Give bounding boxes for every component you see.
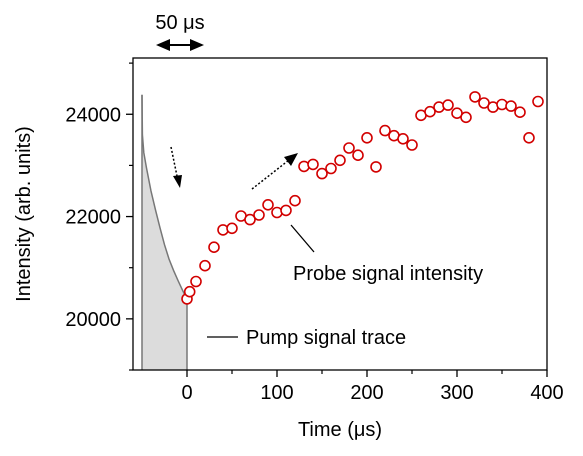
x-tick-label: 400: [530, 382, 563, 404]
pump-label: Pump signal trace: [246, 327, 406, 349]
probe-point: [379, 124, 391, 137]
growth-arrow-shaft: [251, 159, 290, 190]
probe-point: [352, 149, 364, 161]
decay-arrow-head: [173, 175, 182, 188]
x-tick-label: 0: [181, 382, 192, 404]
probe-point: [253, 209, 265, 221]
pump-trace-area: [142, 94, 187, 371]
probe-label: Probe signal intensity: [293, 263, 483, 285]
probe-point: [406, 139, 418, 151]
probe-point: [307, 158, 319, 171]
probe-point: [469, 91, 481, 103]
y-axis-label: Intensity (arb. units): [13, 126, 35, 302]
x-axis-label: Time (μs): [298, 419, 382, 441]
probe-point: [183, 285, 196, 298]
probe-point: [514, 106, 526, 118]
probe-point: [199, 259, 211, 272]
probe-point: [280, 204, 292, 217]
growth-arrow: [251, 153, 298, 190]
scale-bar-label: 50 μs: [155, 12, 204, 34]
y-tick-label: 22000: [65, 207, 121, 229]
y-tick-label: 20000: [65, 309, 121, 331]
pump-trace-fill: [142, 94, 187, 371]
decay-arrow-shaft: [170, 146, 178, 177]
probe-point: [244, 213, 256, 226]
probe-point: [424, 105, 436, 118]
probe-point: [334, 154, 346, 167]
probe-point: [397, 133, 409, 145]
probe-point: [262, 199, 274, 211]
x-tick-label: 100: [260, 382, 293, 404]
probe-point: [442, 99, 454, 111]
decay-arrow: [170, 146, 182, 188]
x-tick-label: 200: [350, 382, 383, 404]
probe-points: [181, 91, 544, 305]
probe-point: [523, 132, 535, 144]
scale-bar-right-arrowhead: [190, 39, 204, 51]
probe-point: [316, 167, 328, 180]
axis-ticks: [126, 62, 548, 377]
scale-bar: 50 μs: [155, 12, 205, 51]
axis-tick-labels: 0 100 200 300 400 20000 22000 24000: [65, 104, 563, 404]
probe-point: [208, 241, 220, 253]
probe-point: [226, 222, 238, 235]
plot-frame: [132, 57, 548, 371]
probe-point: [289, 194, 301, 207]
probe-point: [460, 111, 472, 124]
probe-point: [370, 161, 382, 173]
scale-bar-left-arrowhead: [156, 39, 170, 51]
probe-point: [532, 95, 544, 108]
growth-arrow-head: [284, 153, 298, 166]
y-tick-label: 24000: [65, 104, 121, 126]
x-tick-label: 300: [440, 382, 473, 404]
pump-trace-line-group: [141, 94, 188, 370]
pump-trace-decay: [141, 94, 188, 300]
probe-point: [190, 275, 202, 288]
probe-point: [505, 100, 517, 112]
probe-label-leader: [290, 224, 315, 253]
probe-point: [325, 162, 337, 175]
probe-point: [361, 132, 373, 144]
probe-point: [343, 142, 355, 154]
